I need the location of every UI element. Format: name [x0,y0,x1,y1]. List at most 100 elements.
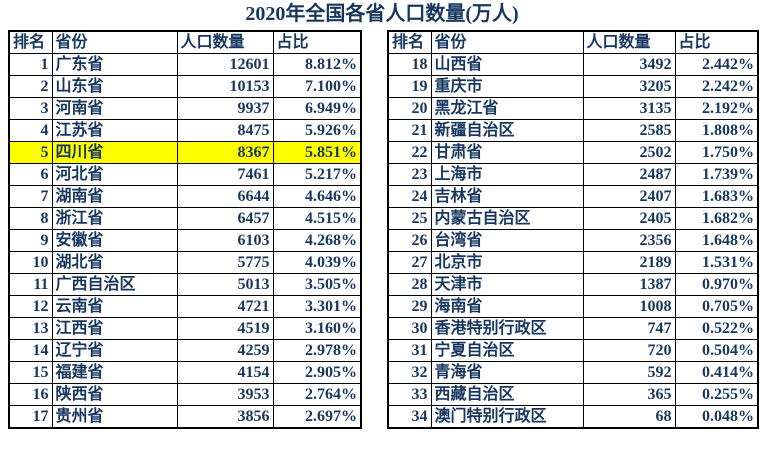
rank-cell: 9 [8,229,53,252]
rank-cell: 34 [387,405,432,429]
header-row: 排名 省份 人口数量 占比 [8,30,362,54]
table-row: 4 江苏省 8475 5.926% [8,119,362,142]
population-cell: 9937 [176,97,274,120]
population-cell: 5013 [176,273,274,296]
table-row: 16 陕西省 3953 2.764% [8,383,362,406]
province-cell: 香港特别行政区 [430,317,584,340]
province-cell: 广东省 [51,53,178,76]
share-cell: 3.505% [272,273,362,296]
share-cell: 0.414% [674,361,759,384]
population-cell: 2407 [582,185,676,208]
rank-cell: 29 [387,295,432,318]
table-row: 21 新疆自治区 2585 1.808% [387,119,759,142]
rank-cell: 27 [387,251,432,274]
population-table-page: 2020年全国各省人口数量(万人) 排名 省份 人口数量 占比 1 广东省 12601 8.8… [8,3,759,429]
population-cell: 3953 [176,383,274,406]
population-cell: 10153 [176,75,274,98]
rank-cell: 20 [387,97,432,120]
table-row: 15 福建省 4154 2.905% [8,361,362,384]
population-cell: 4154 [176,361,274,384]
table-row: 31 宁夏自治区 720 0.504% [387,339,759,362]
share-cell: 0.522% [674,317,759,340]
share-cell: 5.926% [272,119,362,142]
province-cell: 陕西省 [51,383,178,406]
population-cell: 4519 [176,317,274,340]
share-cell: 4.646% [272,185,362,208]
column-header-share: 占比 [674,30,759,54]
population-cell: 2405 [582,207,676,230]
rank-cell: 16 [8,383,53,406]
rank-cell: 33 [387,383,432,406]
column-header-province: 省份 [51,30,178,54]
province-cell: 安徽省 [51,229,178,252]
table-row: 12 云南省 4721 3.301% [8,295,362,318]
population-cell: 7461 [176,163,274,186]
share-cell: 3.160% [272,317,362,340]
table-row: 13 江西省 4519 3.160% [8,317,362,340]
province-cell: 重庆市 [430,75,584,98]
share-cell: 5.851% [272,141,362,164]
population-cell: 1387 [582,273,676,296]
share-cell: 2.905% [272,361,362,384]
population-cell: 2356 [582,229,676,252]
column-header-population: 人口数量 [176,30,274,54]
table-row: 5 四川省 8367 5.851% [8,141,362,164]
province-cell: 辽宁省 [51,339,178,362]
province-cell: 海南省 [430,295,584,318]
population-table-left: 排名 省份 人口数量 占比 1 广东省 12601 8.812% 2 山东省 10153 7.100%… [8,30,362,429]
share-cell: 0.255% [674,383,759,406]
table-row: 29 海南省 1008 0.705% [387,295,759,318]
province-cell: 江苏省 [51,119,178,142]
header-row: 排名 省份 人口数量 占比 [387,30,759,54]
province-cell: 云南省 [51,295,178,318]
province-cell: 河北省 [51,163,178,186]
share-cell: 1.683% [674,185,759,208]
table-row: 17 贵州省 3856 2.697% [8,405,362,429]
population-cell: 3135 [582,97,676,120]
population-cell: 8475 [176,119,274,142]
share-cell: 2.764% [272,383,362,406]
rank-cell: 8 [8,207,53,230]
share-cell: 2.978% [272,339,362,362]
population-cell: 6644 [176,185,274,208]
share-cell: 2.697% [272,405,362,429]
share-cell: 0.970% [674,273,759,296]
share-cell: 0.705% [674,295,759,318]
table-row: 8 浙江省 6457 4.515% [8,207,362,230]
rank-cell: 12 [8,295,53,318]
province-cell: 江西省 [51,317,178,340]
population-cell: 592 [582,361,676,384]
population-cell: 720 [582,339,676,362]
province-cell: 上海市 [430,163,584,186]
table-row: 22 甘肃省 2502 1.750% [387,141,759,164]
province-cell: 甘肃省 [430,141,584,164]
province-cell: 台湾省 [430,229,584,252]
province-cell: 福建省 [51,361,178,384]
population-cell: 6457 [176,207,274,230]
rank-cell: 18 [387,53,432,76]
share-cell: 1.739% [674,163,759,186]
share-cell: 6.949% [272,97,362,120]
share-cell: 1.648% [674,229,759,252]
rank-cell: 6 [8,163,53,186]
population-cell: 2502 [582,141,676,164]
table-row: 23 上海市 2487 1.739% [387,163,759,186]
province-cell: 湖南省 [51,185,178,208]
rank-cell: 21 [387,119,432,142]
province-cell: 内蒙古自治区 [430,207,584,230]
share-cell: 0.048% [674,405,759,429]
population-cell: 2585 [582,119,676,142]
table-row: 33 西藏自治区 365 0.255% [387,383,759,406]
province-cell: 河南省 [51,97,178,120]
table-row: 7 湖南省 6644 4.646% [8,185,362,208]
column-header-share: 占比 [272,30,362,54]
rank-cell: 25 [387,207,432,230]
page-title: 2020年全国各省人口数量(万人) [245,3,519,25]
rank-cell: 15 [8,361,53,384]
population-cell: 8367 [176,141,274,164]
province-cell: 北京市 [430,251,584,274]
province-cell: 青海省 [430,361,584,384]
table-row: 24 吉林省 2407 1.683% [387,185,759,208]
population-cell: 3205 [582,75,676,98]
rank-cell: 17 [8,405,53,429]
